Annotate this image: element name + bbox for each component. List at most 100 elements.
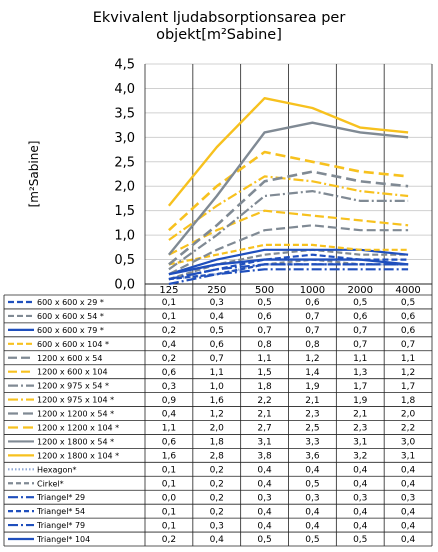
data-table-cell: 0,4 bbox=[401, 479, 416, 489]
data-table-cell: 0,5 bbox=[401, 298, 415, 308]
data-table-cell: 0,2 bbox=[210, 493, 224, 503]
data-table-cell: 0,9 bbox=[162, 396, 177, 406]
data-table-cell: 1,3 bbox=[353, 368, 367, 378]
data-table-cell: 0,1 bbox=[162, 479, 176, 489]
y-tick-label: 0,0 bbox=[114, 278, 135, 293]
data-table-cell: 0,4 bbox=[401, 466, 416, 476]
data-table-cell: 0,3 bbox=[401, 493, 415, 503]
legend-label: 600 x 600 x 104 * bbox=[37, 340, 109, 349]
data-table-cell: 0,4 bbox=[257, 521, 272, 531]
data-table-cell: 0,4 bbox=[257, 479, 272, 489]
series-line bbox=[168, 258, 409, 276]
data-table-cell: 3,6 bbox=[305, 452, 320, 462]
data-table-cell: 0,7 bbox=[401, 340, 415, 350]
data-table-cell: 1,4 bbox=[305, 368, 320, 378]
data-table-cell: 0,7 bbox=[353, 326, 367, 336]
legend-label: Cirkel* bbox=[37, 479, 64, 488]
data-table-cell: 0,4 bbox=[353, 466, 368, 476]
x-tick-label: 4000 bbox=[395, 285, 420, 296]
data-table-cell: 0,5 bbox=[257, 535, 271, 545]
data-table-cell: 0,1 bbox=[162, 312, 176, 322]
data-table-cell: 1,5 bbox=[257, 368, 271, 378]
data-table-cell: 0,4 bbox=[305, 466, 320, 476]
data-table-cell: 1,2 bbox=[210, 410, 224, 420]
data-table-cell: 0,3 bbox=[210, 298, 224, 308]
data-table-cell: 1,1 bbox=[210, 368, 224, 378]
data-table-cell: 0,4 bbox=[401, 507, 416, 517]
x-tick-label: 125 bbox=[159, 285, 178, 296]
series-line bbox=[168, 170, 409, 266]
data-table-cell: 0,7 bbox=[210, 354, 224, 364]
data-table-cell: 0,4 bbox=[162, 410, 177, 420]
data-table-cell: 1,8 bbox=[257, 382, 272, 392]
data-table-cell: 3,8 bbox=[257, 452, 272, 462]
data-table-cell: 0,2 bbox=[210, 507, 224, 517]
data-table-cell: 0,6 bbox=[353, 312, 368, 322]
data-table-cell: 0,4 bbox=[162, 340, 177, 350]
legend-label: Triangel* 79 bbox=[36, 521, 85, 530]
data-table-cell: 0,1 bbox=[162, 521, 176, 531]
legend-label: Triangel* 104 bbox=[36, 535, 90, 544]
data-table-cell: 1,2 bbox=[401, 368, 415, 378]
x-tick-label: 2000 bbox=[348, 285, 373, 296]
data-table-cell: 0,6 bbox=[162, 368, 177, 378]
x-tick-label: 500 bbox=[255, 285, 274, 296]
data-table-cell: 0,4 bbox=[353, 479, 368, 489]
data-table-cell: 0,7 bbox=[305, 312, 319, 322]
data-table-cell: 0,4 bbox=[257, 507, 272, 517]
data-table-cell: 0,6 bbox=[305, 298, 320, 308]
legend-label: 1200 x 1200 x 104 * bbox=[37, 423, 119, 432]
legend-label: 600 x 600 x 54 * bbox=[37, 312, 104, 321]
data-table-cell: 0,1 bbox=[162, 507, 176, 517]
data-table-cell: 0,5 bbox=[210, 326, 224, 336]
data-table-cell: 0,4 bbox=[353, 521, 368, 531]
data-table-cell: 0,3 bbox=[353, 493, 367, 503]
series-line bbox=[167, 96, 409, 207]
data-table-cell: 0,4 bbox=[401, 535, 416, 545]
chart-title-line: Ekvivalent ljudabsorptionsarea per bbox=[93, 10, 346, 26]
legend-label: 1200 x 975 x 54 * bbox=[37, 382, 109, 391]
data-table-cell: 0,5 bbox=[353, 535, 367, 545]
data-table-cell: 0,7 bbox=[305, 326, 319, 336]
data-table-cell: 0,7 bbox=[353, 340, 367, 350]
data-table-cell: 1,7 bbox=[401, 382, 415, 392]
y-tick-label: 1,5 bbox=[114, 204, 135, 219]
data-table-cell: 0,4 bbox=[257, 466, 272, 476]
data-table-cell: 1,1 bbox=[162, 424, 176, 434]
data-table-cell: 0,3 bbox=[162, 382, 176, 392]
data-table-cell: 0,2 bbox=[162, 535, 176, 545]
legend-label: 1200 x 1800 x 54 * bbox=[37, 437, 114, 446]
y-tick-label: 2,0 bbox=[114, 180, 135, 195]
legend-label: Triangel* 29 bbox=[36, 493, 85, 502]
y-tick-label: 3,5 bbox=[114, 106, 135, 121]
data-table-cell: 0,6 bbox=[257, 312, 272, 322]
y-tick-label: 2,5 bbox=[114, 155, 135, 170]
y-tick-label: 0,5 bbox=[114, 253, 135, 268]
data-table-cell: 2,7 bbox=[257, 424, 271, 434]
data-table-cell: 0,2 bbox=[162, 354, 176, 364]
legend-label: Hexagon* bbox=[37, 465, 76, 474]
data-table-cell: 0,7 bbox=[257, 326, 271, 336]
data-table-cell: 0,4 bbox=[210, 312, 225, 322]
legend-label: 1200 x 600 x 104 bbox=[37, 368, 108, 377]
data-table-cell: 3,1 bbox=[353, 438, 367, 448]
data-table-cell: 1,1 bbox=[401, 354, 415, 364]
data-table-cell: 1,9 bbox=[353, 396, 368, 406]
data-table-cell: 0,2 bbox=[210, 479, 224, 489]
data-table-cell: 0,4 bbox=[210, 535, 225, 545]
data-table-cell: 0,1 bbox=[162, 298, 176, 308]
data-table-cell: 3,3 bbox=[305, 438, 319, 448]
data-table-cell: 2,2 bbox=[401, 424, 415, 434]
data-table-cell: 0,6 bbox=[162, 438, 177, 448]
data-table-cell: 0,8 bbox=[305, 340, 320, 350]
data-table-cell: 3,1 bbox=[257, 438, 271, 448]
data-table-cell: 0,6 bbox=[401, 326, 416, 336]
data-table-cell: 0,1 bbox=[162, 466, 176, 476]
data-table-cell: 1,2 bbox=[305, 354, 319, 364]
data-table-cell: 0,5 bbox=[305, 479, 319, 489]
x-tick-label: 250 bbox=[207, 285, 226, 296]
data-table-cell: 0,3 bbox=[210, 521, 224, 531]
data-table-cell: 1,8 bbox=[210, 438, 225, 448]
data-table-cell: 0,6 bbox=[210, 340, 225, 350]
